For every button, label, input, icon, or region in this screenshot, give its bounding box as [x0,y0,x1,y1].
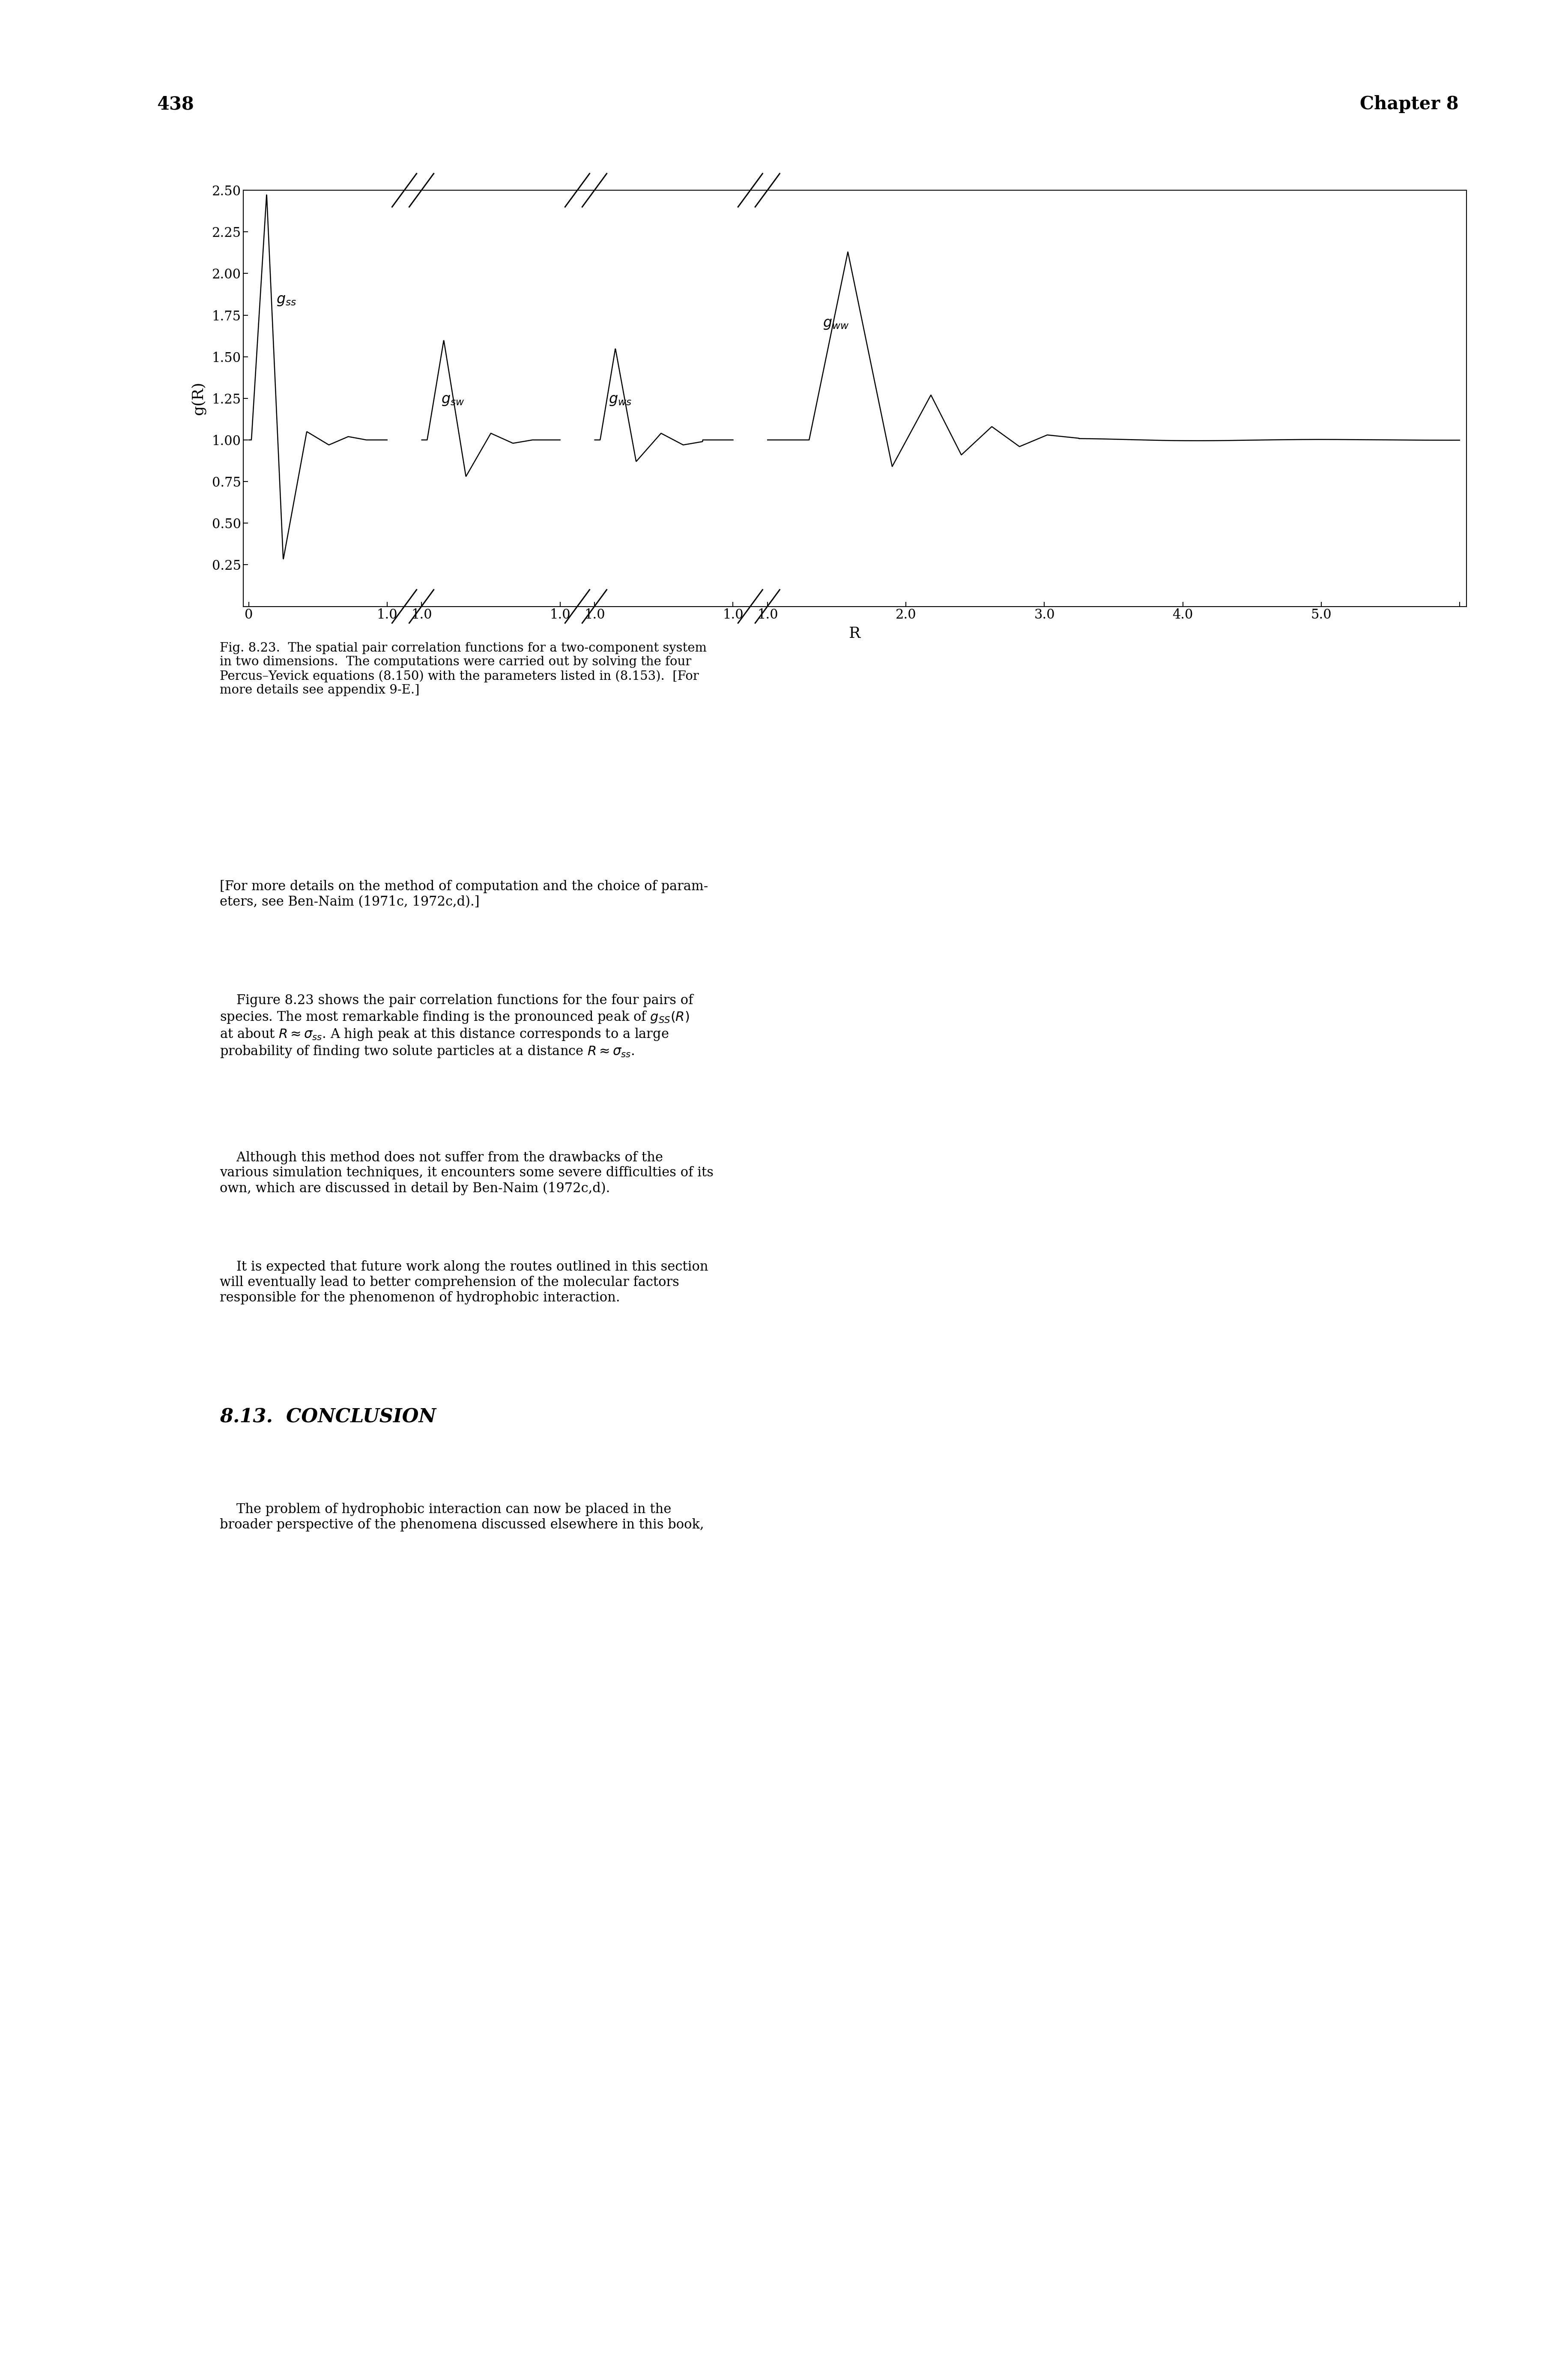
Y-axis label: g(R): g(R) [191,380,205,416]
Text: $g_{ws}$: $g_{ws}$ [608,392,632,407]
Text: $g_{sw}$: $g_{sw}$ [441,392,464,407]
Text: $g_{ww}$: $g_{ww}$ [823,316,848,331]
Text: Chapter 8: Chapter 8 [1359,95,1458,114]
Text: Although this method does not suffer from the drawbacks of the
various simulatio: Although this method does not suffer fro… [220,1151,713,1196]
Text: [For more details on the method of computation and the choice of param-
eters, s: [For more details on the method of compu… [220,880,707,908]
Text: Figure 8.23 shows the pair correlation functions for the four pairs of
species. : Figure 8.23 shows the pair correlation f… [220,994,693,1058]
X-axis label: R: R [848,625,861,642]
Text: 438: 438 [157,95,194,114]
Text: $g_{ss}$: $g_{ss}$ [276,292,296,307]
Text: Fig. 8.23.  The spatial pair correlation functions for a two-component system
in: Fig. 8.23. The spatial pair correlation … [220,642,706,697]
Text: It is expected that future work along the routes outlined in this section
will e: It is expected that future work along th… [220,1260,707,1303]
Text: The problem of hydrophobic interaction can now be placed in the
broader perspect: The problem of hydrophobic interaction c… [220,1503,704,1531]
Text: 8.13.  CONCLUSION: 8.13. CONCLUSION [220,1408,436,1427]
